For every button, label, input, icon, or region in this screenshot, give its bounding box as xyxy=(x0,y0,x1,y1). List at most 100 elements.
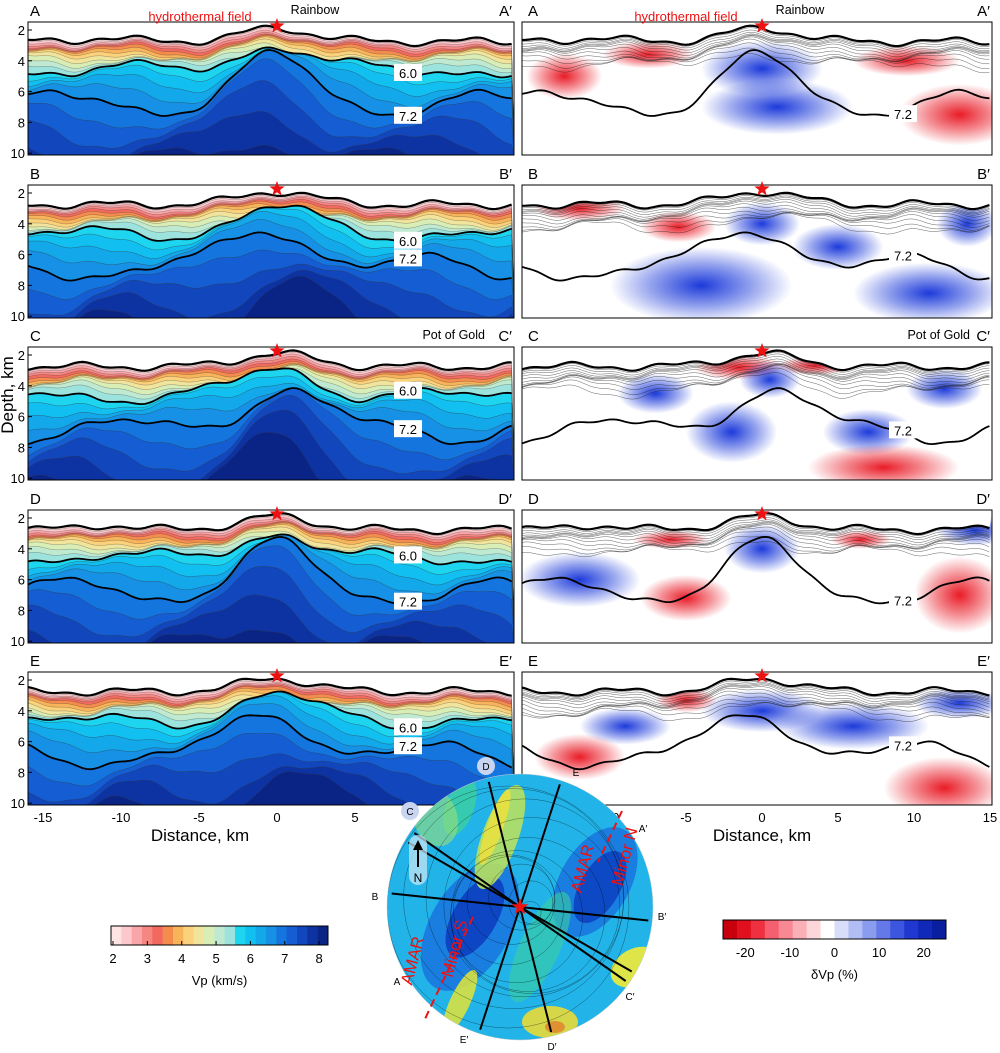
map-profile-label: D xyxy=(482,762,489,773)
contour-label: 6.0 xyxy=(399,720,417,735)
dvp-section-d xyxy=(522,510,992,643)
contour-line xyxy=(28,49,512,117)
colorbar-tick-label: 2 xyxy=(109,951,116,966)
seafloor-line xyxy=(522,191,990,211)
x-tick-label: 0 xyxy=(758,810,765,825)
x-tick-label: 5 xyxy=(834,810,841,825)
positive-anomaly xyxy=(617,373,694,414)
contour-line xyxy=(28,714,512,771)
profile-start-label: A xyxy=(528,3,538,20)
profile-end-label: C′ xyxy=(976,328,990,345)
y-tick-label: 2 xyxy=(18,511,25,526)
colorbar-tick-label: 5 xyxy=(212,951,219,966)
contour-label: 7.2 xyxy=(399,739,417,754)
y-tick-label: 8 xyxy=(18,115,25,130)
y-tick-label: 6 xyxy=(18,248,25,263)
seafloor-line xyxy=(28,191,512,211)
contour-line xyxy=(28,533,512,566)
star-icon xyxy=(269,343,285,358)
dvp-section-a xyxy=(522,22,992,155)
seafloor-line xyxy=(522,349,990,372)
y-tick-label: 6 xyxy=(18,410,25,425)
contour-label-box xyxy=(394,737,422,755)
star-icon xyxy=(754,506,770,521)
contour-label-box xyxy=(394,231,422,249)
negative-anomaly xyxy=(602,40,694,69)
contour-label: 6.0 xyxy=(399,234,417,249)
north-label: N xyxy=(414,871,423,885)
vp-contour-band xyxy=(28,629,514,643)
panel-frame xyxy=(521,184,993,319)
negative-anomaly xyxy=(883,757,992,805)
profile-end-label: A′ xyxy=(499,3,512,20)
map-profile-label: C′ xyxy=(625,992,634,1003)
y-tick-label: 4 xyxy=(18,217,25,232)
star-icon xyxy=(754,343,770,358)
vp-colorbar: 2 3 4 5 6 7 8 Vp (km/s) xyxy=(109,925,329,988)
star-icon xyxy=(269,506,285,521)
panel-frame xyxy=(27,671,515,806)
colorbar-tick-label: 3 xyxy=(144,951,151,966)
profile-end-label: B′ xyxy=(499,166,512,183)
colorbar-title: Vp (km/s) xyxy=(192,973,248,988)
y-tick-label: 4 xyxy=(18,379,25,394)
colorbar-tick-label: 0 xyxy=(831,945,838,960)
map-profile-label: D′ xyxy=(547,1042,556,1053)
seafloor-line xyxy=(522,512,990,536)
negative-anomaly xyxy=(640,574,732,622)
contour-label: 6.0 xyxy=(399,384,417,399)
colorbar-title: δVp (%) xyxy=(811,967,858,982)
seafloor-line xyxy=(28,512,512,536)
negative-anomaly xyxy=(898,83,992,146)
positive-anomaly xyxy=(792,223,884,270)
map-profile-label: A xyxy=(394,977,401,988)
ridge-axis-minor-s xyxy=(424,916,474,1020)
map-profile-label: C xyxy=(406,807,413,818)
panel-frame xyxy=(27,509,515,644)
y-tick-label: 10 xyxy=(11,309,25,324)
profile-end-label: D′ xyxy=(976,491,990,508)
profile-end-label: C′ xyxy=(498,328,512,345)
profile-start-label: E xyxy=(30,653,40,670)
contour-line xyxy=(28,535,512,605)
positive-anomaly xyxy=(853,262,992,318)
negative-anomaly xyxy=(640,211,717,243)
profile-end-label: A′ xyxy=(977,3,990,20)
colorbar-tick-label: 8 xyxy=(316,951,323,966)
contour-label-box xyxy=(394,64,422,82)
y-tick-label: 10 xyxy=(11,796,25,811)
positive-anomaly xyxy=(610,246,793,318)
y-axis-title: Depth, km xyxy=(0,356,17,433)
negative-anomaly xyxy=(526,53,603,100)
panel-frame xyxy=(27,21,515,156)
y-tick-label: 4 xyxy=(18,54,25,69)
profile-start-label: A xyxy=(30,3,40,20)
colorbar-tick-label: -10 xyxy=(781,945,800,960)
y-tick-label: 2 xyxy=(18,23,25,38)
star-icon xyxy=(269,18,285,33)
panel-frame xyxy=(521,671,993,806)
panel-frame xyxy=(27,346,515,481)
hydrothermal-field-label: hydrothermal field xyxy=(148,9,251,24)
y-tick-label: 4 xyxy=(18,704,25,719)
site-label: Rainbow xyxy=(776,3,826,17)
y-tick-label: 8 xyxy=(18,440,25,455)
site-label: Pot of Gold xyxy=(422,328,485,342)
contour-label-box xyxy=(889,246,917,264)
contour-label: 7.2 xyxy=(399,109,417,124)
y-tick-label: 8 xyxy=(18,603,25,618)
contour-label-box xyxy=(394,546,422,564)
y-tick-label: 10 xyxy=(11,146,25,161)
contour-label: 7.2 xyxy=(399,595,417,610)
dvp-section-b xyxy=(522,185,992,318)
star-icon xyxy=(269,181,285,196)
map-profile-label: B′ xyxy=(658,912,667,923)
positive-anomaly xyxy=(522,551,641,608)
x-tick-label: 5 xyxy=(351,810,358,825)
seafloor-line xyxy=(28,677,512,697)
positive-anomaly xyxy=(701,79,854,135)
profile-end-label: E′ xyxy=(499,653,512,670)
y-tick-label: 6 xyxy=(18,735,25,750)
contour-label: 7.2 xyxy=(894,594,912,609)
